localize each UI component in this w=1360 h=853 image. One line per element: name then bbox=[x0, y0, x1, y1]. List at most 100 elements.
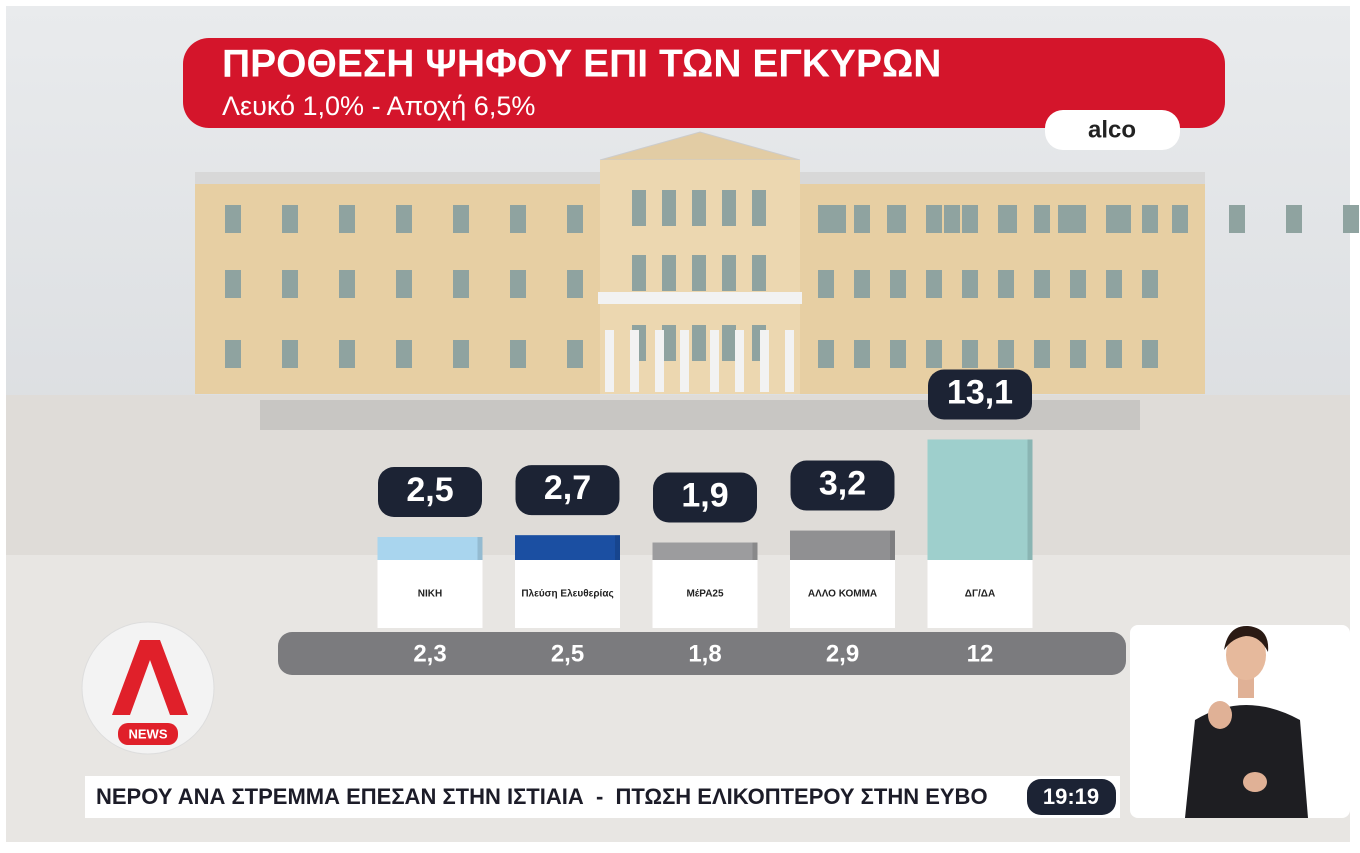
window bbox=[567, 270, 583, 298]
window bbox=[926, 205, 942, 233]
bar-shade bbox=[890, 530, 895, 560]
window bbox=[225, 205, 241, 233]
bar-shade bbox=[1027, 439, 1033, 560]
value-pill bbox=[790, 460, 895, 511]
window bbox=[692, 255, 706, 291]
chart-title: ΠΡΟΘΕΣΗ ΨΗΦΟΥ ΕΠΙ ΤΩΝ ΕΓΚΥΡΩΝ bbox=[222, 42, 941, 85]
chart-subtitle: Λευκό 1,0% - Αποχή 6,5% bbox=[222, 91, 535, 121]
window bbox=[1070, 340, 1086, 368]
window bbox=[692, 325, 706, 361]
window bbox=[722, 325, 736, 361]
window bbox=[830, 205, 846, 233]
alpha-mark bbox=[112, 640, 188, 715]
window bbox=[890, 270, 906, 298]
previous-value: 2,9 bbox=[826, 640, 859, 667]
party-label: ΔΓ/ΔΑ bbox=[965, 589, 995, 600]
party-label: Πλεύση Ελευθερίας bbox=[521, 589, 613, 600]
window bbox=[662, 190, 676, 226]
source: alco bbox=[1088, 116, 1136, 143]
window bbox=[854, 205, 870, 233]
window bbox=[339, 270, 355, 298]
window bbox=[282, 270, 298, 298]
window bbox=[818, 340, 834, 368]
window bbox=[396, 340, 412, 368]
window bbox=[567, 340, 583, 368]
channel-logo bbox=[81, 621, 215, 755]
window bbox=[225, 270, 241, 298]
window bbox=[1343, 205, 1359, 233]
window bbox=[1106, 340, 1122, 368]
title-bar bbox=[183, 38, 1225, 128]
value-label: 1,9 bbox=[681, 477, 728, 515]
window bbox=[722, 255, 736, 291]
window bbox=[1070, 270, 1086, 298]
value-pill bbox=[378, 467, 482, 517]
previous-value: 2,5 bbox=[551, 640, 584, 667]
previous-value: 2,3 bbox=[413, 640, 446, 667]
window bbox=[1115, 205, 1131, 233]
window bbox=[998, 340, 1014, 368]
window bbox=[662, 255, 676, 291]
window bbox=[339, 205, 355, 233]
value-label: 2,7 bbox=[544, 469, 591, 507]
chart: ΝΙΚΗ 2,5 2,3 Πλεύση Ελευθερίας 2,7 2,5 ΜέΡΑ25 1… bbox=[377, 369, 1033, 667]
window bbox=[890, 340, 906, 368]
parliament-building bbox=[195, 131, 1359, 394]
window bbox=[1106, 270, 1122, 298]
party-logo-box bbox=[652, 560, 758, 628]
window bbox=[225, 340, 241, 368]
previous-value: 1,8 bbox=[688, 640, 721, 667]
window bbox=[752, 255, 766, 291]
window bbox=[282, 205, 298, 233]
window bbox=[1034, 205, 1050, 233]
time-pill bbox=[1027, 779, 1116, 815]
window bbox=[1142, 340, 1158, 368]
window bbox=[1286, 205, 1302, 233]
window bbox=[854, 340, 870, 368]
window bbox=[752, 190, 766, 226]
party-logo-box bbox=[377, 560, 483, 628]
previous-value: 12 bbox=[967, 640, 994, 667]
window bbox=[854, 270, 870, 298]
window bbox=[692, 190, 706, 226]
window bbox=[282, 340, 298, 368]
party-label: ΜέΡΑ25 bbox=[686, 589, 724, 600]
previous-row bbox=[278, 632, 1126, 675]
window bbox=[453, 270, 469, 298]
party-logo-box bbox=[790, 560, 895, 628]
window bbox=[1142, 205, 1158, 233]
window bbox=[453, 340, 469, 368]
window bbox=[339, 340, 355, 368]
bar-shade bbox=[752, 542, 758, 560]
party-label: ΝΙΚΗ bbox=[418, 589, 442, 600]
ticker-text: ΝΕΡΟΥ ΑΝΑ ΣΤΡΕΜΜΑ ΕΠΕΣΑΝ ΣΤΗΝ ΙΣΤΙΑΙΑ - … bbox=[96, 784, 988, 809]
window bbox=[632, 190, 646, 226]
window bbox=[1034, 270, 1050, 298]
bar bbox=[927, 439, 1033, 560]
source-pill bbox=[1045, 110, 1180, 150]
value-pill bbox=[928, 369, 1032, 420]
logo-badge bbox=[118, 723, 178, 745]
window bbox=[510, 340, 526, 368]
bar-shade bbox=[477, 537, 483, 560]
party-logo-box bbox=[515, 560, 620, 628]
window bbox=[510, 270, 526, 298]
party-label: ΑΛΛΟ ΚΟΜΜΑ bbox=[808, 589, 877, 600]
party-logo-box bbox=[927, 560, 1033, 628]
window bbox=[944, 205, 960, 233]
window bbox=[887, 205, 903, 233]
bar bbox=[652, 542, 758, 560]
bar bbox=[790, 530, 895, 560]
bar bbox=[515, 535, 620, 560]
value-label: 2,5 bbox=[406, 471, 453, 509]
value-pill bbox=[653, 472, 757, 523]
window bbox=[1229, 205, 1245, 233]
window bbox=[453, 205, 469, 233]
window bbox=[632, 255, 646, 291]
window bbox=[926, 270, 942, 298]
logo-text: NEWS bbox=[129, 726, 168, 741]
window bbox=[926, 340, 942, 368]
window bbox=[1172, 205, 1188, 233]
bar-shade bbox=[615, 535, 620, 560]
